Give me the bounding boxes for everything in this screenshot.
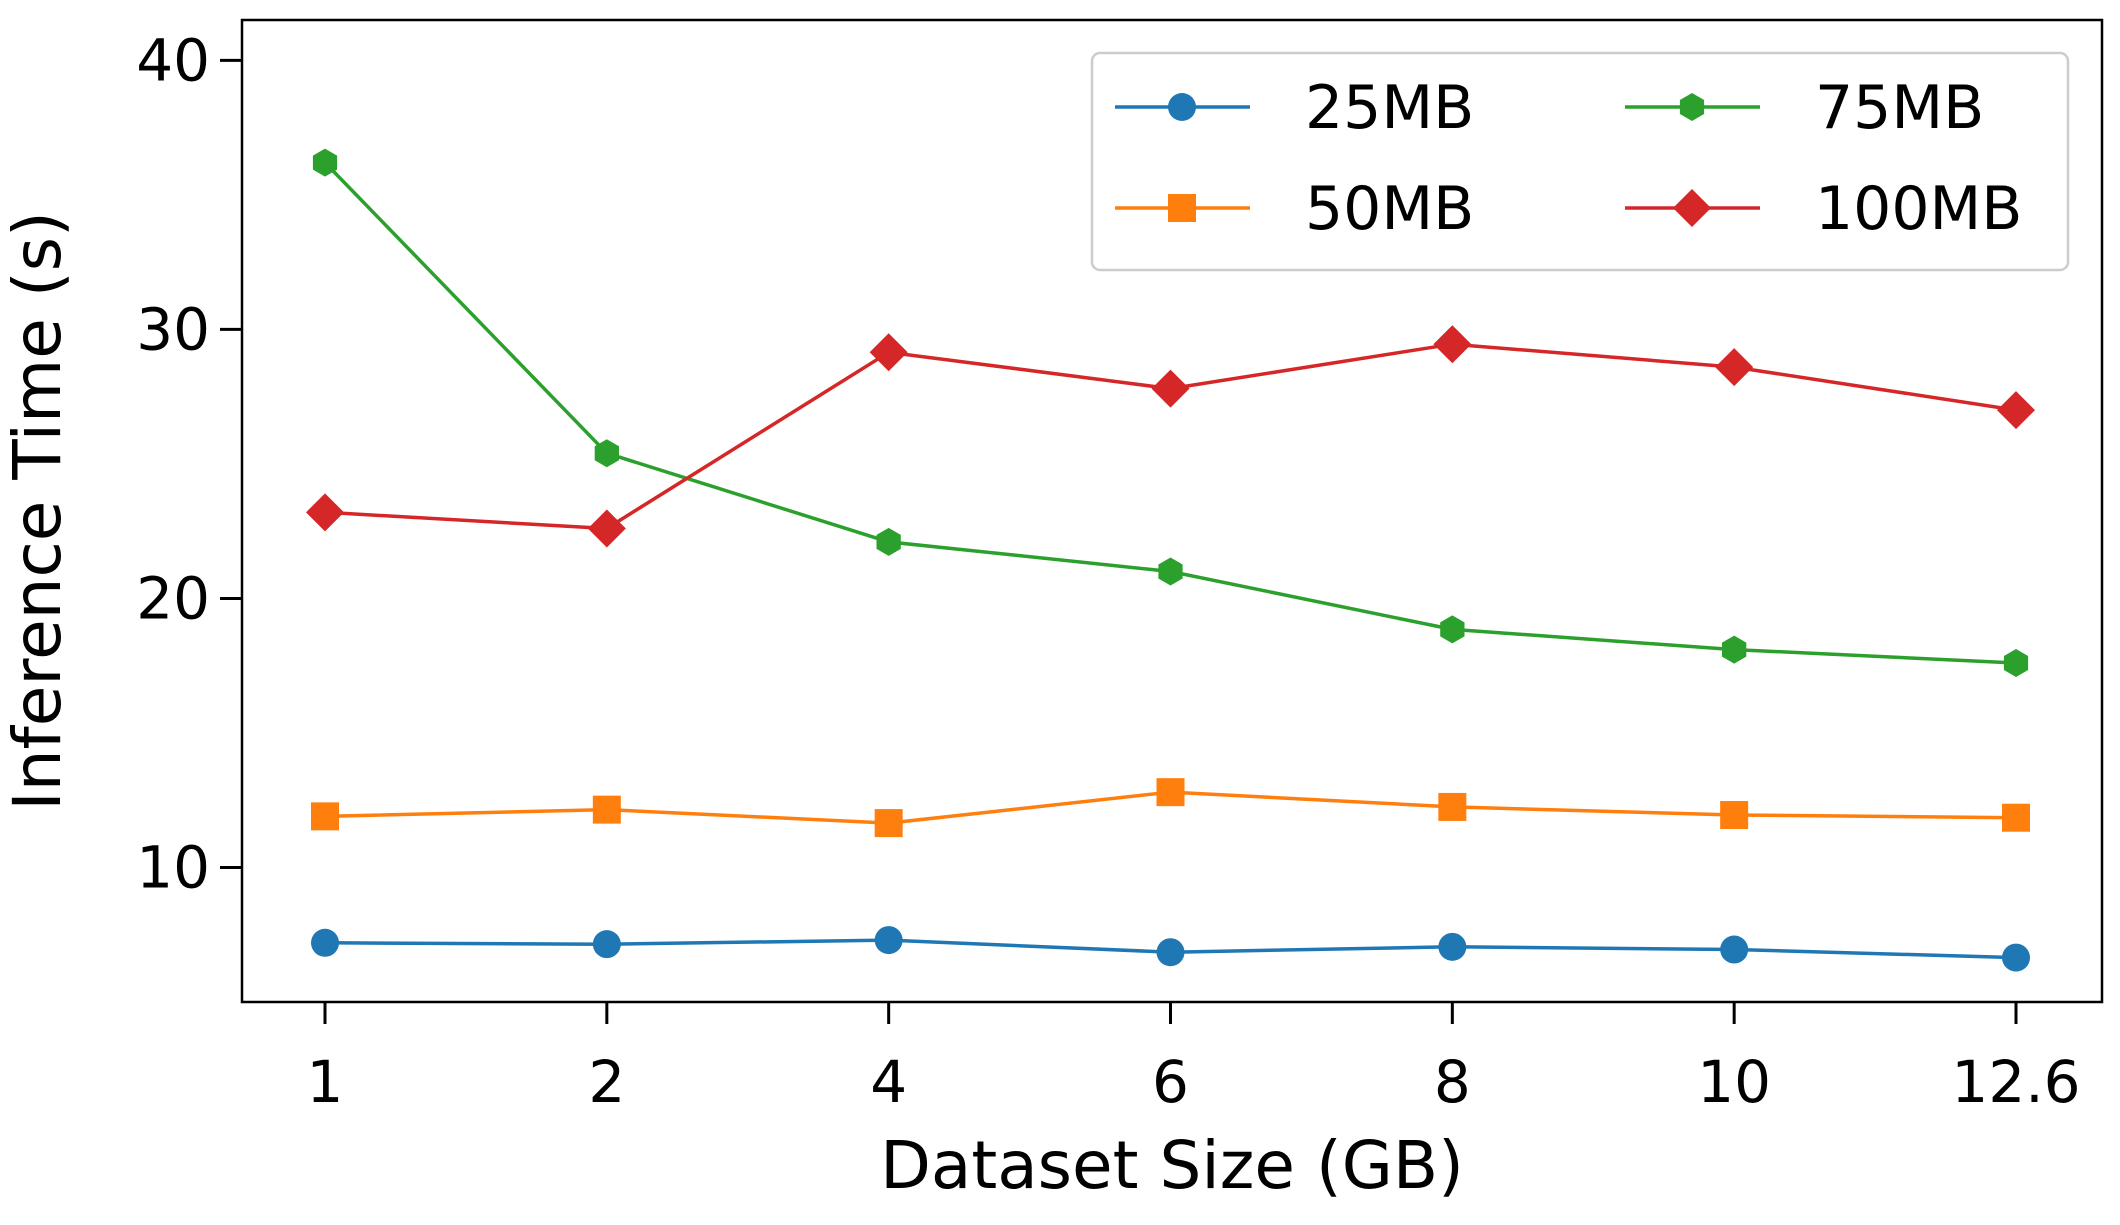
legend-marker — [1673, 189, 1711, 227]
data-point — [592, 930, 621, 959]
data-point — [1440, 615, 1465, 644]
data-point — [869, 333, 908, 372]
x-tick-label: 6 — [1152, 1048, 1189, 1116]
legend-label: 75MB — [1815, 73, 1984, 143]
data-point — [1997, 391, 2035, 430]
x-axis-label: Dataset Size (GB) — [880, 1127, 1464, 1204]
x-tick-label: 8 — [1434, 1048, 1471, 1116]
legend-label: 25MB — [1305, 73, 1474, 143]
data-point — [312, 148, 338, 177]
data-point — [1438, 792, 1467, 821]
legend-marker — [1168, 194, 1196, 222]
y-axis-label: Inference Time (s) — [0, 211, 76, 811]
y-tick-label: 10 — [136, 833, 210, 901]
plot-area — [306, 148, 2035, 972]
data-point — [311, 802, 339, 831]
data-point — [1720, 801, 1749, 830]
legend-item-25MB: 25MB — [1115, 73, 1474, 143]
x-axis: 1 2 4 6 8 10 12.6 — [307, 1002, 2081, 1116]
data-point — [306, 493, 344, 532]
y-tick-label: 20 — [136, 564, 210, 632]
x-tick-label: 10 — [1697, 1048, 1771, 1116]
y-tick-label: 40 — [136, 26, 210, 94]
series-25MB — [311, 926, 2030, 972]
legend-marker — [1168, 93, 1196, 121]
data-point — [1722, 635, 1747, 664]
x-tick-label: 1 — [307, 1048, 344, 1116]
legend-item-75MB: 75MB — [1625, 73, 1984, 143]
legend-marker — [1679, 93, 1705, 121]
data-point — [1715, 348, 1754, 387]
data-point — [1156, 938, 1185, 967]
x-tick-label: 2 — [588, 1048, 625, 1116]
legend-item-100MB: 100MB — [1625, 174, 2022, 244]
data-point — [594, 439, 619, 468]
data-point — [2002, 803, 2030, 832]
legend-item-50MB: 50MB — [1115, 174, 1474, 244]
series-50MB — [311, 778, 2030, 838]
data-point — [587, 509, 626, 548]
data-point — [2002, 943, 2030, 972]
data-point — [874, 809, 903, 838]
y-axis: 10 20 30 40 — [136, 26, 242, 901]
legend-label: 100MB — [1815, 174, 2022, 244]
data-point — [1720, 935, 1749, 964]
series-100MB — [306, 325, 2035, 548]
data-point — [1156, 778, 1185, 807]
data-point — [311, 928, 339, 957]
data-point — [876, 527, 901, 556]
x-tick-label: 4 — [870, 1048, 907, 1116]
data-point — [1158, 557, 1183, 586]
legend: 25MB 50MB 75MB 100MB — [1090, 51, 2070, 272]
series-75MB — [312, 148, 2029, 677]
data-point — [1433, 325, 1472, 364]
legend-label: 50MB — [1305, 174, 1474, 244]
data-point — [1438, 932, 1467, 961]
data-point — [874, 926, 903, 955]
legend-frame — [1090, 51, 2070, 272]
data-point — [2003, 649, 2029, 677]
data-point — [592, 795, 621, 824]
x-tick-label: 12.6 — [1951, 1048, 2080, 1116]
data-point — [1151, 369, 1190, 408]
y-tick-label: 30 — [136, 295, 210, 363]
